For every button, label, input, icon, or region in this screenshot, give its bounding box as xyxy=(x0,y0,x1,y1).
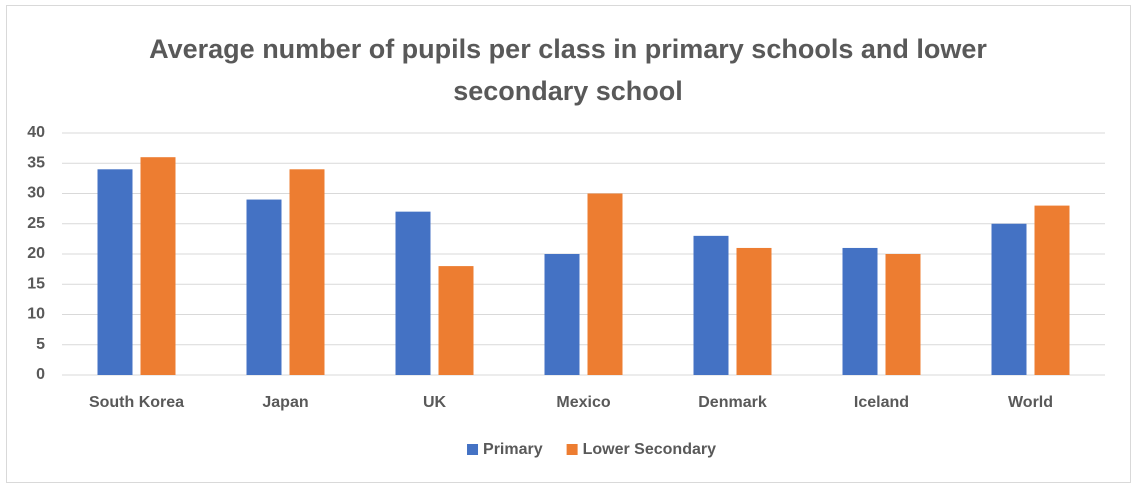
legend-label: Lower Secondary xyxy=(583,441,716,458)
bar xyxy=(246,199,282,375)
y-tick-label: 35 xyxy=(27,154,45,171)
x-tick-label: Denmark xyxy=(698,394,767,411)
x-tick-label: UK xyxy=(423,394,447,411)
y-tick-label: 20 xyxy=(27,245,45,262)
legend-swatch xyxy=(467,444,479,455)
bar xyxy=(693,235,729,375)
chart-border xyxy=(6,5,1131,483)
bar xyxy=(885,254,921,375)
bar xyxy=(438,266,474,375)
x-tick-label: Iceland xyxy=(854,394,909,411)
x-tick-label: Japan xyxy=(262,394,308,411)
x-tick-label: South Korea xyxy=(89,394,184,411)
bar xyxy=(395,211,431,375)
bar xyxy=(991,223,1027,375)
bar xyxy=(736,247,772,375)
y-tick-label: 40 xyxy=(27,124,45,141)
bar xyxy=(140,157,176,375)
y-tick-label: 5 xyxy=(36,336,45,353)
chart-title: Average number of pupils per class in pr… xyxy=(149,34,987,106)
y-tick-label: 15 xyxy=(27,275,45,292)
x-tick-label: Mexico xyxy=(556,394,610,411)
y-tick-label: 0 xyxy=(36,366,45,383)
y-tick-label: 10 xyxy=(27,306,45,323)
y-tick-label: 25 xyxy=(27,215,45,232)
bar xyxy=(842,247,878,375)
bar xyxy=(1034,205,1070,375)
bar xyxy=(544,254,580,375)
bar xyxy=(289,169,325,375)
legend-swatch xyxy=(566,444,578,455)
bar xyxy=(97,169,133,375)
legend-label: Primary xyxy=(483,441,543,458)
x-tick-label: World xyxy=(1008,394,1053,411)
bar xyxy=(587,193,623,375)
y-tick-label: 30 xyxy=(27,185,45,202)
